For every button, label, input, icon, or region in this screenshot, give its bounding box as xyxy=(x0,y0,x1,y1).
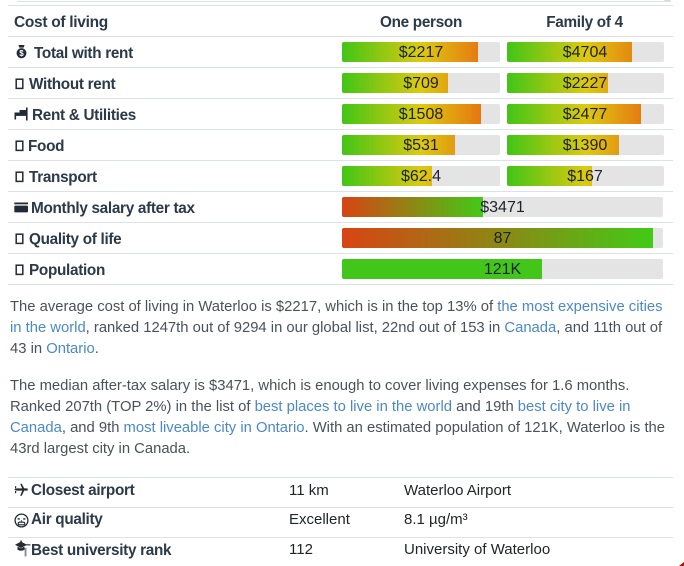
svg-text:$: $ xyxy=(19,49,24,58)
